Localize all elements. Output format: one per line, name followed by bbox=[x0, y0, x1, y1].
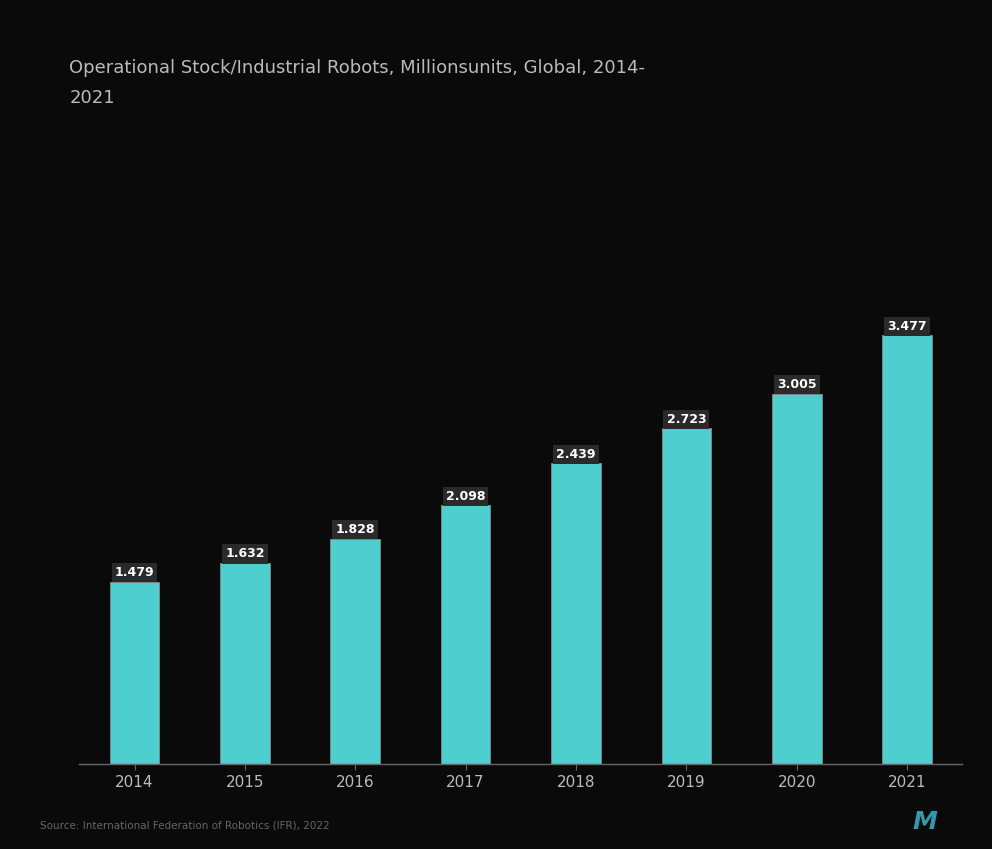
Text: 1.632: 1.632 bbox=[225, 548, 265, 560]
Text: Operational Stock/Industrial Robots, Millionsunits, Global, 2014-: Operational Stock/Industrial Robots, Mil… bbox=[69, 59, 646, 77]
Text: Source: International Federation of Robotics (IFR), 2022: Source: International Federation of Robo… bbox=[40, 820, 329, 830]
Text: 2.098: 2.098 bbox=[445, 490, 485, 503]
Text: 2.439: 2.439 bbox=[557, 448, 596, 461]
Bar bbox=[662, 429, 711, 764]
Text: 1.828: 1.828 bbox=[335, 523, 375, 537]
Bar bbox=[110, 582, 160, 764]
Text: 2021: 2021 bbox=[69, 89, 115, 107]
Bar bbox=[552, 464, 601, 764]
Bar bbox=[882, 335, 931, 764]
Text: M: M bbox=[913, 810, 937, 834]
Text: 1.479: 1.479 bbox=[115, 566, 155, 579]
Text: 3.477: 3.477 bbox=[887, 320, 927, 333]
Bar bbox=[220, 563, 270, 764]
Text: 2.723: 2.723 bbox=[667, 413, 706, 426]
Bar bbox=[772, 394, 821, 764]
Bar bbox=[440, 505, 490, 764]
Text: 3.005: 3.005 bbox=[777, 378, 816, 391]
Bar bbox=[330, 539, 380, 764]
